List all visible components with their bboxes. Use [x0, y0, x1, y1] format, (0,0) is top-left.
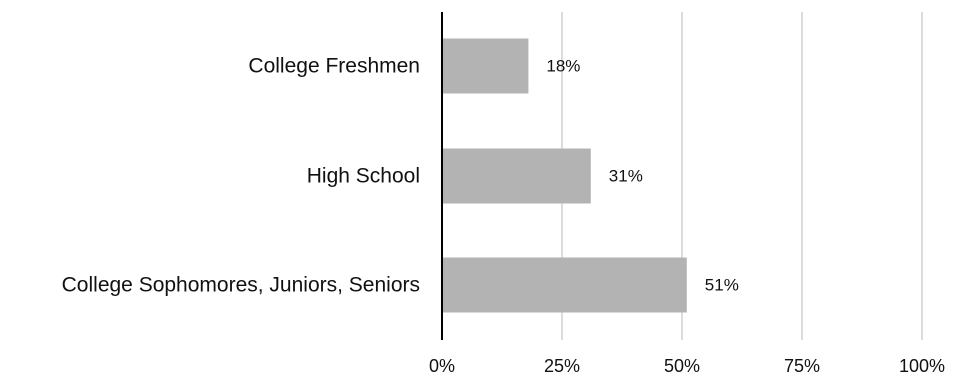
data-labels: 18% 31% 51% — [546, 57, 738, 295]
bars — [442, 38, 687, 313]
category-labels: College Freshmen High School College Sopho… — [62, 55, 420, 297]
category-label-2: College Sophomores, Juniors, Seniors — [62, 274, 420, 297]
x-tick-label-4: 100% — [899, 356, 945, 376]
x-tick-label-2: 50% — [664, 356, 700, 376]
x-tick-label-3: 75% — [784, 356, 820, 376]
bar-2 — [442, 257, 687, 313]
x-tick-label-0: 0% — [429, 356, 455, 376]
x-tick-labels: 0% 25% 50% 75% 100% — [429, 356, 945, 376]
data-label-1: 31% — [609, 167, 643, 186]
category-label-0: College Freshmen — [248, 55, 420, 78]
bar-0 — [442, 38, 529, 94]
bar-1 — [442, 148, 591, 204]
x-tick-label-1: 25% — [544, 356, 580, 376]
data-label-2: 51% — [705, 276, 739, 295]
data-label-0: 18% — [546, 57, 580, 76]
category-label-1: High School — [307, 165, 420, 188]
